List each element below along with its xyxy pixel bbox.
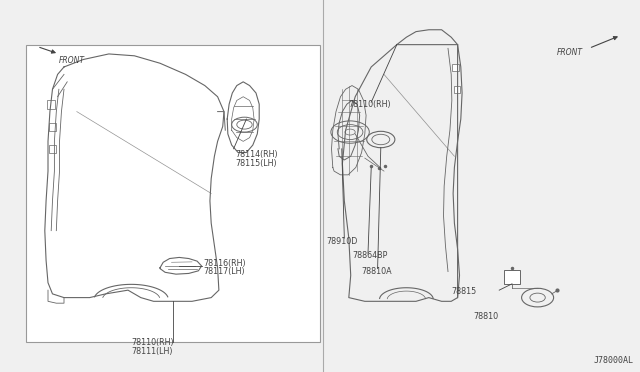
Text: 78110(RH): 78110(RH) [349,100,392,109]
Text: 78115(LH): 78115(LH) [235,159,276,168]
Text: 78810: 78810 [474,312,499,321]
Text: 78810A: 78810A [362,267,392,276]
Text: 78815: 78815 [451,287,476,296]
Text: FRONT: FRONT [59,56,85,65]
Bar [49,145,56,153]
Text: J78000AL: J78000AL [594,356,634,365]
Bar [454,86,460,93]
Text: 78117(LH): 78117(LH) [203,267,244,276]
Text: 78864BP: 78864BP [352,251,387,260]
Text: FRONT: FRONT [557,48,583,57]
Bar [26,45,320,342]
Text: 78111(LH): 78111(LH) [131,347,173,356]
Text: 78116(RH): 78116(RH) [203,259,246,267]
Bar [47,100,55,109]
Bar [504,270,520,284]
Bar [452,64,459,71]
Text: 78114(RH): 78114(RH) [235,150,278,158]
Bar [49,123,56,131]
Text: 78910D: 78910D [326,237,358,246]
Text: 78110(RH): 78110(RH) [131,338,174,347]
